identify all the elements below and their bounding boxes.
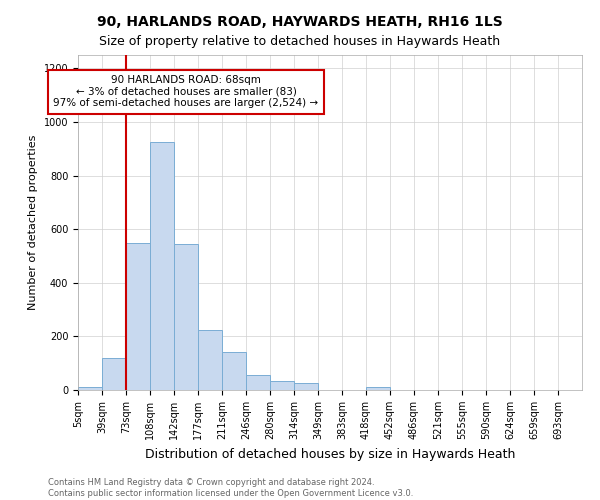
Bar xyxy=(198,330,222,390)
Text: Size of property relative to detached houses in Haywards Heath: Size of property relative to detached ho… xyxy=(100,35,500,48)
Y-axis label: Number of detached properties: Number of detached properties xyxy=(28,135,38,310)
Text: 90, HARLANDS ROAD, HAYWARDS HEATH, RH16 1LS: 90, HARLANDS ROAD, HAYWARDS HEATH, RH16 … xyxy=(97,15,503,29)
Bar xyxy=(222,352,246,390)
X-axis label: Distribution of detached houses by size in Haywards Heath: Distribution of detached houses by size … xyxy=(145,448,515,460)
Bar xyxy=(150,142,174,390)
Text: Contains HM Land Registry data © Crown copyright and database right 2024.
Contai: Contains HM Land Registry data © Crown c… xyxy=(48,478,413,498)
Bar xyxy=(174,244,198,390)
Bar xyxy=(270,380,294,390)
Bar xyxy=(246,376,270,390)
Bar xyxy=(78,388,102,390)
Bar xyxy=(102,358,126,390)
Bar xyxy=(366,388,390,390)
Text: 90 HARLANDS ROAD: 68sqm
← 3% of detached houses are smaller (83)
97% of semi-det: 90 HARLANDS ROAD: 68sqm ← 3% of detached… xyxy=(53,75,319,108)
Bar xyxy=(126,242,150,390)
Bar xyxy=(294,384,318,390)
